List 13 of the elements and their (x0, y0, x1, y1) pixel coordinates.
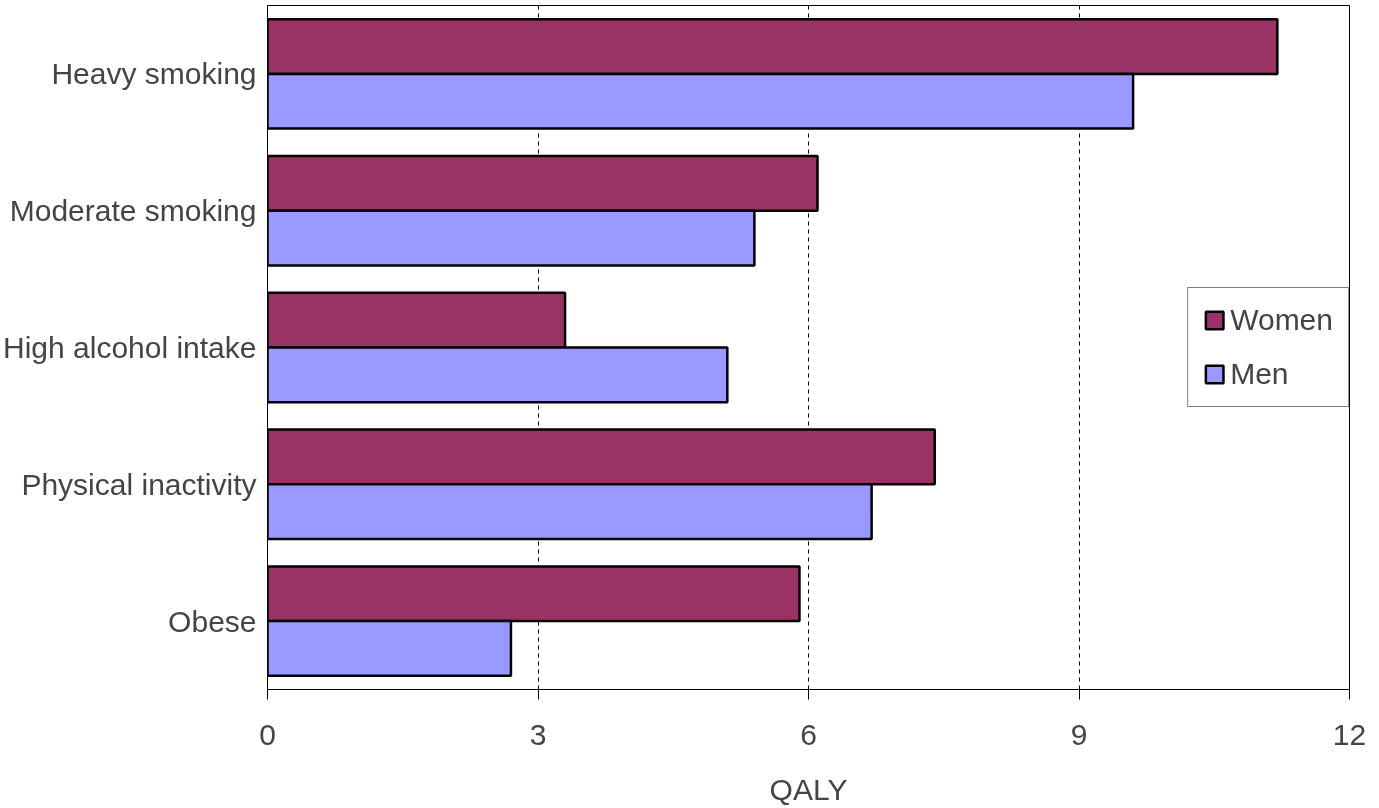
x-tick-label: 9 (1070, 717, 1088, 751)
legend-label: Men (1230, 357, 1289, 391)
x-tick-label: 6 (800, 717, 817, 751)
x-tick-label: 3 (529, 717, 547, 751)
y-tick-label: High alcohol intake (3, 331, 257, 364)
y-tick-label: Obese (168, 604, 257, 638)
legend-label: Women (1230, 303, 1333, 337)
x-axis-title: QALY (769, 772, 848, 806)
x-tick-label: 12 (1332, 717, 1367, 751)
y-tick-label: Heavy smoking (51, 57, 257, 91)
y-tick-label: Physical inactivity (21, 467, 257, 501)
x-tick-label: 0 (259, 717, 276, 751)
y-tick-label: Moderate smoking (9, 194, 257, 228)
